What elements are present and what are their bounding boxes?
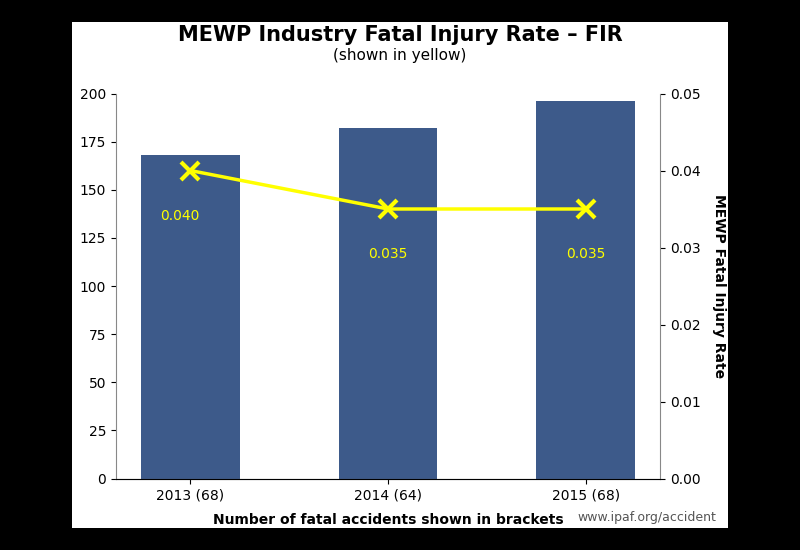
Text: MEWP Industry Fatal Injury Rate – FIR: MEWP Industry Fatal Injury Rate – FIR — [178, 25, 622, 45]
Bar — [536, 101, 635, 478]
Text: (shown in yellow): (shown in yellow) — [334, 48, 466, 63]
Y-axis label: Millions of MEWP rental days worldwide: Millions of MEWP rental days worldwide — [58, 130, 71, 442]
Text: 0.035: 0.035 — [566, 248, 606, 261]
Text: 0.040: 0.040 — [161, 209, 200, 223]
Text: 0.035: 0.035 — [368, 248, 408, 261]
Y-axis label: MEWP Fatal Injury Rate: MEWP Fatal Injury Rate — [711, 194, 726, 378]
X-axis label: Number of fatal accidents shown in brackets: Number of fatal accidents shown in brack… — [213, 513, 563, 527]
Text: www.ipaf.org/accident: www.ipaf.org/accident — [577, 510, 716, 524]
Bar — [338, 128, 438, 478]
Bar — [141, 155, 240, 478]
